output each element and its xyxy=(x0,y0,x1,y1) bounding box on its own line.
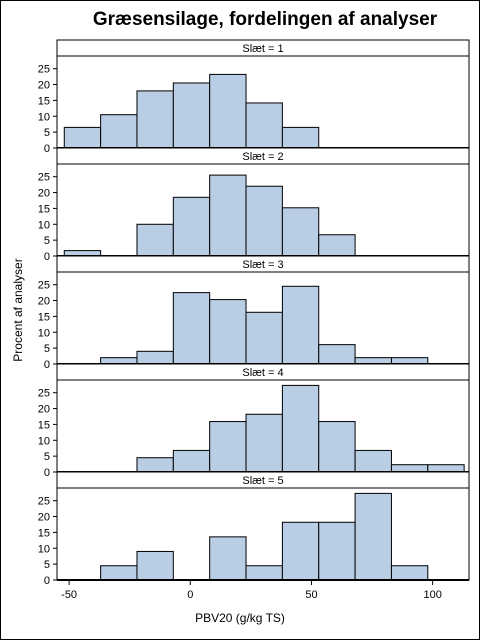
histogram-bar xyxy=(318,421,356,473)
y-tick-label: 20 xyxy=(38,404,50,416)
histogram-bar xyxy=(354,492,392,581)
histogram-bar xyxy=(209,174,247,257)
histogram-bar xyxy=(63,126,102,149)
y-tick-label: 25 xyxy=(38,280,50,292)
y-tick-label: 10 xyxy=(38,327,50,339)
y-tick-label: 15 xyxy=(38,311,50,323)
y-tick-label: 0 xyxy=(44,251,50,263)
histogram-bar xyxy=(136,550,174,581)
panel-plot-area xyxy=(56,487,470,581)
histogram-bar xyxy=(390,565,429,581)
histogram-bar xyxy=(172,82,211,149)
y-tick-label: 10 xyxy=(38,543,50,555)
y-tick-label: 20 xyxy=(38,512,50,524)
histogram-bar xyxy=(281,384,320,473)
y-tick-label: 0 xyxy=(44,359,50,371)
histogram-bar xyxy=(245,311,283,365)
y-tick-label: 20 xyxy=(38,188,50,200)
histogram-bar xyxy=(354,449,392,473)
histogram-bar xyxy=(390,464,429,473)
x-tick-label: 50 xyxy=(305,589,317,601)
y-tick-label: 5 xyxy=(44,127,50,139)
y-tick-label: 15 xyxy=(38,527,50,539)
histogram-bar xyxy=(100,114,138,149)
panel-label: Slæt = 1 xyxy=(242,43,283,55)
y-tick-label: 20 xyxy=(38,80,50,92)
y-tick-label: 25 xyxy=(38,388,50,400)
histogram-bar xyxy=(281,285,320,365)
histogram-bar xyxy=(209,536,247,581)
histogram-bar xyxy=(281,207,320,257)
y-tick-label: 10 xyxy=(38,435,50,447)
x-tick-label: 100 xyxy=(423,589,441,601)
panel-label: Slæt = 5 xyxy=(242,475,283,487)
y-tick-label: 0 xyxy=(44,467,50,479)
y-axis-label: Procent af analyser xyxy=(11,258,25,362)
y-tick-label: 15 xyxy=(38,203,50,215)
panel-label: Slæt = 2 xyxy=(242,151,283,163)
histogram-bar xyxy=(318,344,356,365)
y-tick-label: 10 xyxy=(38,219,50,231)
histogram-bar xyxy=(100,565,138,581)
histogram-bar xyxy=(209,299,247,365)
histogram-bar xyxy=(245,565,283,581)
histogram-bar xyxy=(136,223,174,257)
panel-label: Slæt = 4 xyxy=(242,367,283,379)
x-axis-label: PBV20 (g/kg TS) xyxy=(195,611,285,625)
y-tick-label: 25 xyxy=(38,496,50,508)
histogram-bar xyxy=(281,126,320,149)
histogram-bar xyxy=(209,73,247,149)
y-tick-label: 10 xyxy=(38,111,50,123)
histogram-bar xyxy=(245,185,283,257)
histogram-bar xyxy=(172,196,211,257)
histogram-bar xyxy=(172,449,211,473)
histogram-bar xyxy=(172,292,211,365)
y-tick-label: 5 xyxy=(44,343,50,355)
y-tick-label: 5 xyxy=(44,559,50,571)
x-tick-label: 0 xyxy=(187,589,193,601)
histogram-bar xyxy=(427,464,465,473)
y-tick-label: 0 xyxy=(44,575,50,587)
y-tick-label: 5 xyxy=(44,235,50,247)
histogram-bar xyxy=(245,413,283,473)
histogram-bar xyxy=(136,457,174,473)
panel-label: Slæt = 3 xyxy=(242,259,283,271)
y-tick-label: 25 xyxy=(38,172,50,184)
y-tick-label: 15 xyxy=(38,419,50,431)
histogram-bar xyxy=(318,521,356,581)
histogram-bar xyxy=(136,350,174,365)
histogram-bar xyxy=(318,234,356,257)
y-tick-label: 5 xyxy=(44,451,50,463)
y-tick-label: 20 xyxy=(38,296,50,308)
histogram-bar xyxy=(136,90,174,149)
y-tick-label: 0 xyxy=(44,143,50,155)
histogram-bar xyxy=(281,521,320,581)
x-tick-label: -50 xyxy=(61,589,77,601)
histogram-bar xyxy=(209,421,247,473)
chart-title: Græsensilage, fordelingen af analyser xyxy=(92,9,438,30)
y-tick-label: 15 xyxy=(38,95,50,107)
y-tick-label: 25 xyxy=(38,64,50,76)
histogram-bar xyxy=(245,102,283,149)
